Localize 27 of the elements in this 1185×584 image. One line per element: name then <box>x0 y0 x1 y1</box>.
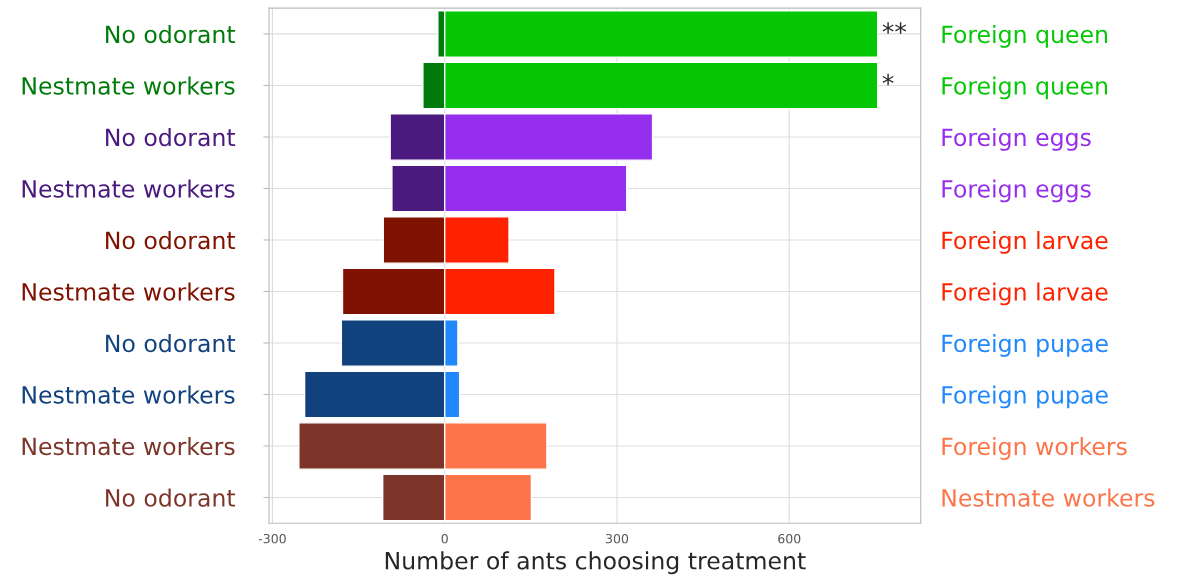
y-tick-label: Nestmate workers <box>22 437 235 456</box>
x-tick-label: 0 <box>441 533 448 544</box>
y2-tick-label: Foreign eggs <box>942 179 1091 203</box>
y2-tick-label: Foreign eggs <box>942 127 1091 151</box>
y2-tick-label: Foreign queen <box>942 76 1108 100</box>
annotation: * <box>882 73 894 86</box>
y-tick-label: No odorant <box>106 127 236 147</box>
y-tick-label: No odorant <box>106 24 236 44</box>
y2-tick-label: Foreign pupae <box>942 334 1108 357</box>
y2-tick-label: Foreign larvae <box>942 282 1108 306</box>
x-tick-label: -300 <box>258 533 286 544</box>
y-tick-label: No odorant <box>106 488 236 507</box>
y2-tick-label: Foreign pupae <box>942 385 1108 409</box>
y-tick-label: Nestmate workers <box>22 385 235 404</box>
y2-tick-label: Foreign workers <box>942 437 1127 460</box>
x-tick-label: 300 <box>606 533 629 544</box>
y2-tick-label: Nestmate workers <box>942 488 1155 507</box>
y2-tick-label: Foreign queen <box>942 24 1108 48</box>
x-tick-label: 600 <box>778 533 801 544</box>
y2-tick-label: Foreign larvae <box>942 231 1108 254</box>
y-tick-label: Nestmate workers <box>22 179 235 198</box>
y-tick-label: No odorant <box>106 334 236 353</box>
annotation: ** <box>882 22 907 34</box>
y-tick-label: No odorant <box>106 231 236 250</box>
y-tick-label: Nestmate workers <box>22 282 235 301</box>
x-axis-title: Number of ants choosing treatment <box>385 551 806 575</box>
y-tick-label: Nestmate workers <box>22 76 235 95</box>
